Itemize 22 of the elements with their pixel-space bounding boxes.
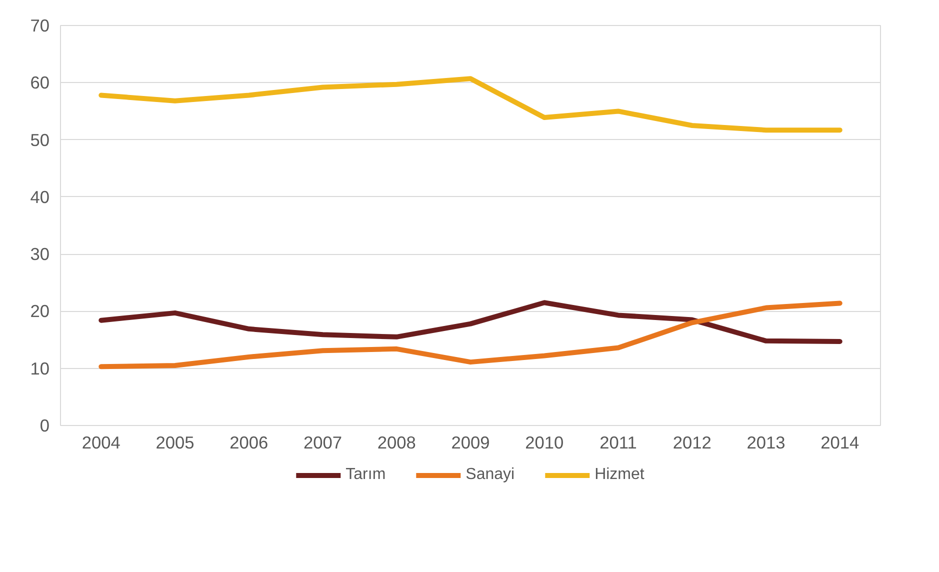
x-tick-label: 2010 xyxy=(525,432,564,452)
x-tick-label: 2013 xyxy=(746,432,786,452)
x-tick-label: 2009 xyxy=(451,432,490,452)
y-tick-label: 40 xyxy=(30,186,50,207)
y-tick-label: 20 xyxy=(30,301,50,322)
legend-label: Tarım xyxy=(346,466,386,484)
y-tick-label: 30 xyxy=(30,244,50,264)
x-tick-label: 2008 xyxy=(377,432,416,452)
y-tick-label: 50 xyxy=(30,130,50,150)
x-tick-label: 2011 xyxy=(600,432,637,452)
legend-label: Hizmet xyxy=(594,466,644,484)
y-tick-label: 70 xyxy=(30,16,50,36)
x-tick-label: 2014 xyxy=(820,432,860,452)
legend-label: Sanayi xyxy=(466,466,515,484)
x-tick-label: 2007 xyxy=(303,432,342,452)
y-tick-label: 10 xyxy=(30,358,50,378)
x-tick-label: 2005 xyxy=(156,432,194,452)
y-tick-label: 0 xyxy=(40,416,50,436)
x-tick-label: 2004 xyxy=(82,432,121,452)
y-tick-label: 60 xyxy=(30,72,50,93)
x-tick-label: 2012 xyxy=(672,432,712,452)
x-tick-label: 2006 xyxy=(230,432,268,452)
